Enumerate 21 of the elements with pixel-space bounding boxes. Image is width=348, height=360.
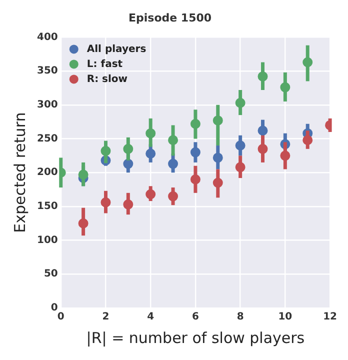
y-tick-label: 150 [37,201,58,212]
y-tick-label: 350 [37,66,58,77]
chart-title: Episode 1500 [128,11,212,24]
y-tick-label: 400 [37,32,58,43]
x-tick-label: 4 [147,312,154,323]
x-tick-label: 2 [102,312,110,323]
legend-label: L: fast [86,58,123,70]
y-tick-label: 50 [44,268,58,280]
y-tick-label: 300 [37,99,58,110]
y-axis-title: Expected return [10,112,29,233]
x-tick-label: 8 [236,312,244,323]
y-tick-label: 0 [50,302,58,314]
y-tick-label: 200 [37,167,58,178]
y-tick-label: 100 [37,234,58,246]
x-tick-label: 6 [192,312,199,323]
legend-label: All players [86,44,146,55]
x-tick-label: 10 [278,312,292,323]
x-tick-label: 12 [323,312,338,323]
legend-label: R: slow [86,74,128,85]
y-tick-label: 250 [37,133,58,144]
x-axis-title: |R| = number of slow players [86,328,305,347]
